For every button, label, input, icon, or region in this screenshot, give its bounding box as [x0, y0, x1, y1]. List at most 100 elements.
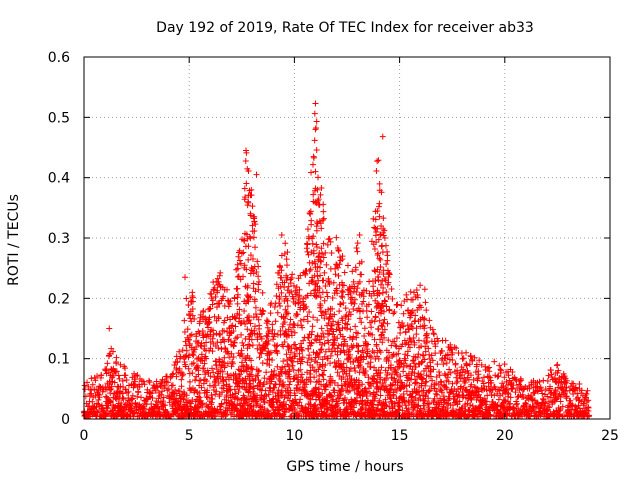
data-point — [217, 269, 224, 276]
data-point — [162, 402, 169, 409]
data-point — [290, 404, 297, 411]
data-point — [310, 153, 317, 160]
data-point — [487, 412, 494, 419]
data-point — [335, 357, 342, 364]
data-point — [324, 355, 331, 362]
data-point — [226, 376, 233, 383]
data-point — [514, 400, 521, 407]
data-point — [129, 392, 136, 399]
data-point — [278, 274, 285, 281]
data-point — [409, 409, 416, 416]
data-point — [264, 324, 271, 331]
data-point — [119, 377, 126, 384]
data-point — [281, 408, 288, 415]
data-point — [319, 330, 326, 337]
data-point — [460, 355, 467, 362]
data-point — [426, 387, 433, 394]
data-point — [255, 263, 262, 270]
data-point — [173, 373, 180, 380]
data-point — [310, 250, 317, 257]
data-point — [350, 305, 357, 312]
data-point — [108, 345, 115, 352]
data-point — [316, 378, 323, 385]
data-point — [418, 304, 425, 311]
data-point — [578, 387, 585, 394]
data-point — [412, 379, 419, 386]
data-point — [335, 247, 342, 254]
data-point — [544, 403, 551, 410]
data-point — [106, 325, 113, 332]
data-point — [395, 350, 402, 357]
data-point — [185, 302, 192, 309]
data-point — [280, 358, 287, 365]
data-point — [334, 369, 341, 376]
data-point — [284, 310, 291, 317]
data-point — [292, 341, 299, 348]
data-point — [158, 391, 165, 398]
data-point — [287, 378, 294, 385]
data-point — [518, 377, 525, 384]
data-point — [372, 216, 379, 223]
data-point — [499, 380, 506, 387]
data-point — [318, 325, 325, 332]
data-point — [398, 302, 405, 309]
data-point — [510, 382, 517, 389]
data-point — [236, 380, 243, 387]
data-point — [347, 351, 354, 358]
data-point — [172, 387, 179, 394]
data-point — [322, 249, 329, 256]
data-point — [300, 306, 307, 313]
data-point — [368, 324, 375, 331]
data-point — [176, 365, 183, 372]
data-point — [327, 238, 334, 245]
data-point — [378, 243, 385, 250]
data-point — [293, 345, 300, 352]
data-point — [316, 285, 323, 292]
data-point — [245, 243, 252, 250]
data-point — [379, 323, 386, 330]
data-point — [232, 323, 239, 330]
data-point — [398, 379, 405, 386]
data-point — [321, 269, 328, 276]
data-point — [425, 345, 432, 352]
data-point — [115, 372, 122, 379]
data-point — [277, 302, 284, 309]
data-point — [234, 401, 241, 408]
data-point — [141, 381, 148, 388]
data-point — [431, 395, 438, 402]
data-point — [264, 318, 271, 325]
data-point — [113, 354, 120, 361]
data-point — [306, 309, 313, 316]
data-point — [323, 261, 330, 268]
data-point — [94, 373, 101, 380]
data-point — [495, 372, 502, 379]
data-point — [141, 405, 148, 412]
data-point — [501, 374, 508, 381]
data-point — [509, 385, 516, 392]
data-point — [296, 286, 303, 293]
data-point — [299, 347, 306, 354]
data-point — [201, 343, 208, 350]
data-point — [326, 401, 333, 408]
data-point — [251, 298, 258, 305]
data-point — [266, 361, 273, 368]
data-point — [155, 399, 162, 406]
data-point — [352, 323, 359, 330]
data-point — [216, 300, 223, 307]
data-point — [429, 357, 436, 364]
data-point — [229, 360, 236, 367]
data-point — [266, 356, 273, 363]
data-point — [379, 302, 386, 309]
data-point — [259, 360, 266, 367]
data-point — [219, 374, 226, 381]
data-point — [317, 272, 324, 279]
data-point — [255, 367, 262, 374]
data-point — [311, 374, 318, 381]
data-point — [538, 387, 545, 394]
data-point — [160, 398, 167, 405]
data-point — [239, 339, 246, 346]
data-point — [251, 323, 258, 330]
data-point — [122, 372, 129, 379]
data-point — [501, 361, 508, 368]
